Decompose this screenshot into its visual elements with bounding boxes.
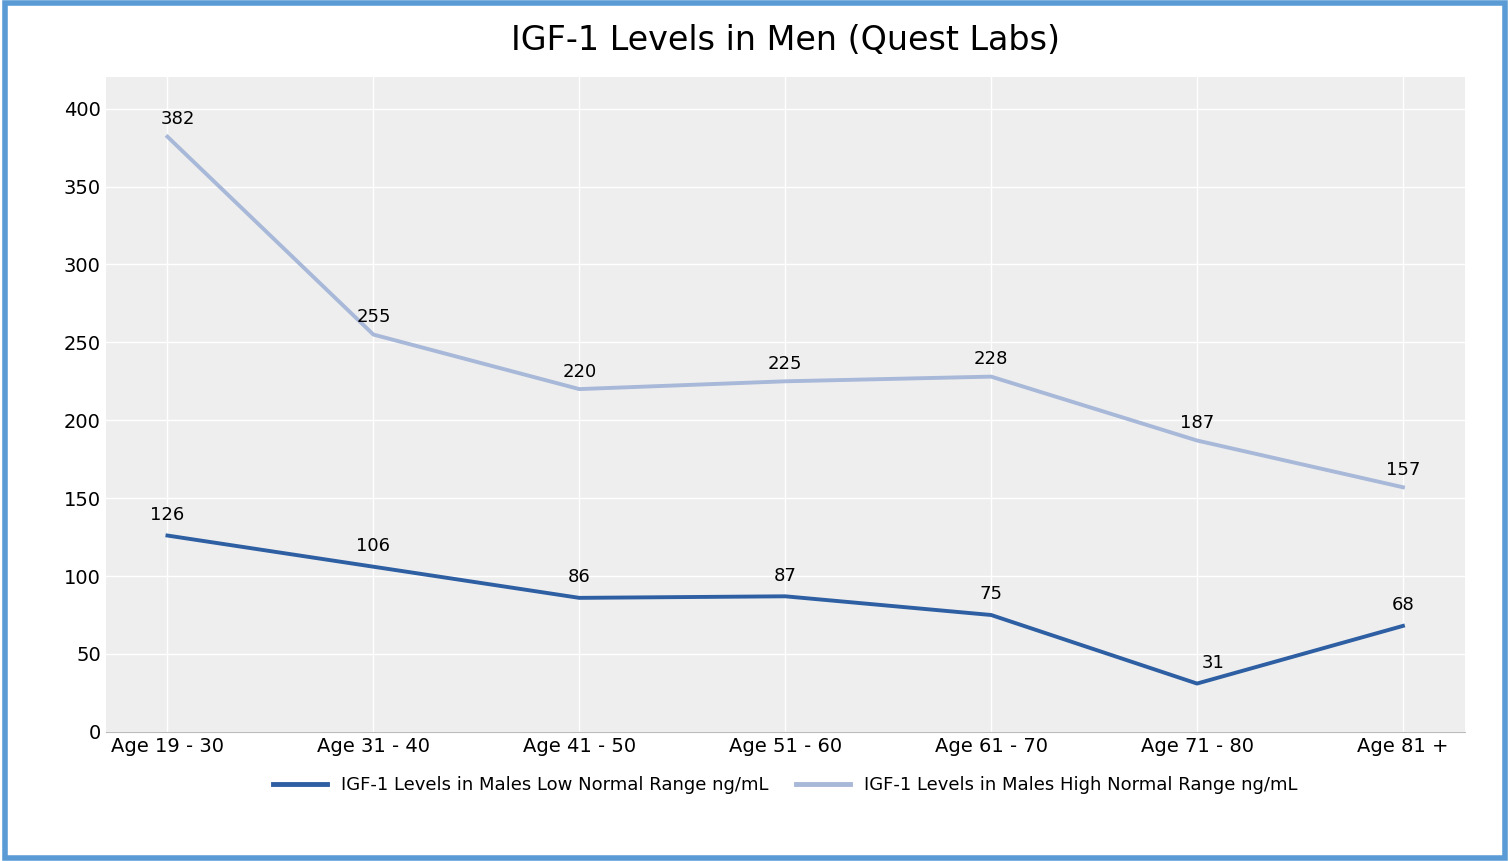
- Text: 220: 220: [562, 362, 596, 381]
- Text: 68: 68: [1392, 597, 1415, 615]
- Text: 228: 228: [974, 350, 1009, 369]
- Text: 255: 255: [356, 308, 391, 326]
- Text: 86: 86: [568, 568, 590, 586]
- Text: 187: 187: [1179, 414, 1214, 432]
- Text: 126: 126: [151, 506, 184, 524]
- Text: 106: 106: [356, 537, 391, 555]
- Text: 75: 75: [980, 585, 1003, 604]
- Text: 157: 157: [1386, 461, 1419, 479]
- Legend: IGF-1 Levels in Males Low Normal Range ng/mL, IGF-1 Levels in Males High Normal : IGF-1 Levels in Males Low Normal Range n…: [266, 769, 1305, 802]
- Title: IGF-1 Levels in Men (Quest Labs): IGF-1 Levels in Men (Quest Labs): [510, 24, 1060, 57]
- Text: 225: 225: [769, 355, 802, 373]
- Text: 31: 31: [1202, 654, 1225, 672]
- Text: 87: 87: [773, 567, 797, 585]
- Text: 382: 382: [160, 110, 195, 128]
